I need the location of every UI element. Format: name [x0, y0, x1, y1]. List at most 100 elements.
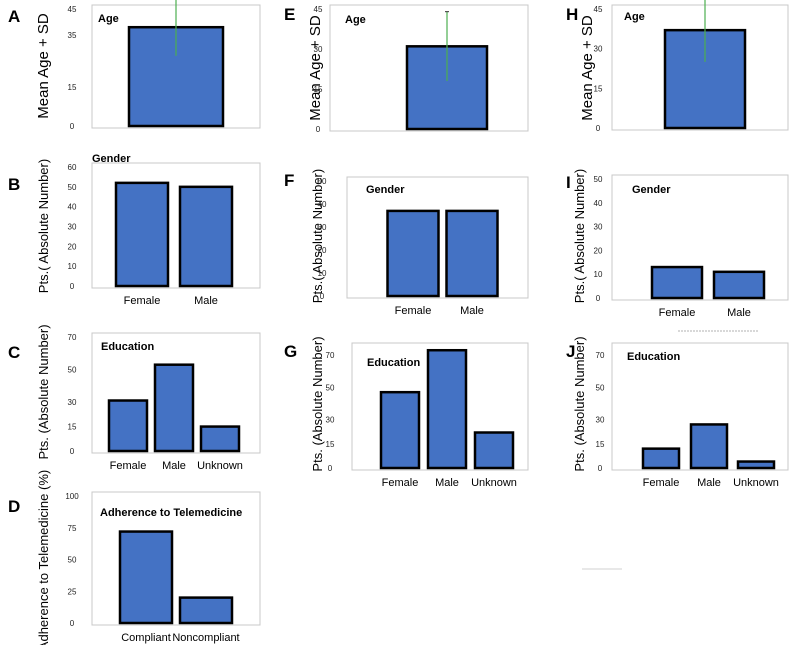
- y-tick-label: 30: [68, 398, 77, 407]
- bar-male: [153, 363, 195, 453]
- y-tick-label: 30: [318, 223, 327, 232]
- panel-b: B Gender Pts.( Absolute Number) 60 50 40 30 20 1…: [8, 153, 261, 307]
- y-tick-label: 0: [596, 124, 601, 133]
- x-tick-label: Male: [435, 477, 459, 489]
- bar-female: [107, 399, 149, 453]
- y-tick-label: 0: [70, 282, 75, 291]
- bar-male: [712, 270, 766, 300]
- y-tick-label: 40: [318, 200, 327, 209]
- y-tick-label: 0: [320, 292, 325, 301]
- panel-j: J Education Pts. (Absolute Number) 70 50 30 15…: [566, 336, 789, 489]
- y-tick-label: 0: [70, 447, 75, 456]
- y-tick-label: 15: [326, 440, 335, 449]
- bar-male: [178, 185, 234, 288]
- y-tick-label: 15: [68, 423, 77, 432]
- bar-female: [641, 447, 681, 470]
- y-tick-label: 10: [594, 270, 603, 279]
- y-tick-label: 70: [326, 351, 335, 360]
- x-tick-label: Unknown: [471, 477, 517, 489]
- bar-noncompliant: [178, 596, 234, 625]
- y-tick-label: 50: [594, 175, 603, 184]
- x-tick-label: Male: [162, 460, 186, 472]
- x-tick-label: Female: [643, 477, 680, 489]
- x-tick-label: Female: [124, 295, 161, 307]
- x-tick-label: Noncompliant: [172, 632, 239, 644]
- y-tick-label: 20: [594, 246, 603, 255]
- bar-female: [650, 265, 704, 300]
- panel-letter: F: [284, 171, 294, 190]
- panel-letter: D: [8, 497, 20, 516]
- y-axis-label: Pts.( Absolute Number): [310, 169, 325, 303]
- y-tick-label: 30: [326, 416, 335, 425]
- y-tick-label: 100: [65, 492, 79, 501]
- y-tick-label: 50: [326, 383, 335, 392]
- y-tick-label: 45: [594, 5, 603, 14]
- panel-letter: G: [284, 342, 297, 361]
- y-tick-label: 40: [594, 199, 603, 208]
- y-tick-label: 0: [328, 464, 333, 473]
- panel-f: F Gender Pts.( Absolute Number)50 40 30 20 10 0…: [284, 169, 529, 317]
- x-tick-label: Male: [460, 305, 484, 317]
- y-axis-label: Pts. (Absolute Number): [310, 336, 325, 471]
- chart-title: Gender: [92, 153, 131, 165]
- y-tick-label: 20: [68, 242, 77, 251]
- chart-title: Education: [627, 351, 680, 363]
- y-axis-label: Adherence to Telemedicine (%): [36, 470, 51, 645]
- bar-unknown: [199, 425, 241, 453]
- y-tick-label: 15: [68, 83, 77, 92]
- y-tick-label: 60: [68, 163, 77, 172]
- y-tick-label: 35: [68, 31, 77, 40]
- chart-title: Age: [624, 11, 645, 23]
- x-tick-label: Male: [194, 295, 218, 307]
- panel-letter: C: [8, 343, 20, 362]
- bar-male: [426, 348, 468, 470]
- y-tick-label: 30: [314, 45, 323, 54]
- y-tick-label: 50: [68, 556, 77, 565]
- panel-d: D Adherence to Telemedicine Adherence to T…: [8, 470, 261, 645]
- y-tick-label: 0: [598, 464, 603, 473]
- panel-i: I Gender Pts.( Absolute Number) 50 40 30 20 10 0…: [566, 169, 789, 319]
- y-tick-label: 30: [594, 223, 603, 232]
- bar-unknown: [473, 431, 515, 470]
- y-tick-label: 50: [318, 177, 327, 186]
- y-tick-label: 30: [594, 45, 603, 54]
- panel-letter: H: [566, 5, 578, 24]
- bar-female: [379, 390, 421, 470]
- y-axis-label: Mean Age + SD: [579, 15, 596, 121]
- panel-letter: A: [8, 7, 20, 26]
- x-tick-label: Male: [727, 307, 751, 319]
- chart-title: Gender: [366, 184, 405, 196]
- x-tick-label: Female: [395, 305, 432, 317]
- chart-title: Age: [98, 13, 119, 25]
- x-tick-label: Male: [697, 477, 721, 489]
- y-tick-label: 75: [68, 524, 77, 533]
- panel-letter: J: [566, 342, 575, 361]
- chart-title: Education: [101, 341, 154, 353]
- y-tick-label: 15: [596, 440, 605, 449]
- y-tick-label: 20: [318, 246, 327, 255]
- chart-title: Adherence to Telemedicine: [100, 507, 242, 519]
- bar-male: [445, 209, 499, 298]
- chart-title: Education: [367, 357, 420, 369]
- y-axis-label: Pts.( Absolute Number): [36, 159, 51, 293]
- plot-frame: [91, 491, 261, 626]
- x-tick-label: Female: [659, 307, 696, 319]
- y-tick-label: 15: [594, 84, 603, 93]
- y-tick-label: 70: [596, 351, 605, 360]
- y-axis-label: Pts.( Absolute Number): [572, 169, 587, 303]
- y-tick-label: 0: [316, 125, 321, 134]
- panel-letter: I: [566, 173, 571, 192]
- bar-male: [689, 423, 729, 470]
- chart-title: Gender: [632, 184, 671, 196]
- plot-frame: [346, 176, 529, 299]
- plot-frame: [611, 174, 789, 301]
- panel-letter: B: [8, 175, 20, 194]
- x-tick-label: Compliant: [121, 632, 171, 644]
- x-tick-label: Unknown: [733, 477, 779, 489]
- y-axis-label: Mean Age + SD: [35, 13, 52, 119]
- y-tick-label: 0: [596, 294, 601, 303]
- panel-letter: E: [284, 5, 295, 24]
- panel-c: C Education Pts. (Absolute Number) 70 50 30 15…: [8, 324, 261, 472]
